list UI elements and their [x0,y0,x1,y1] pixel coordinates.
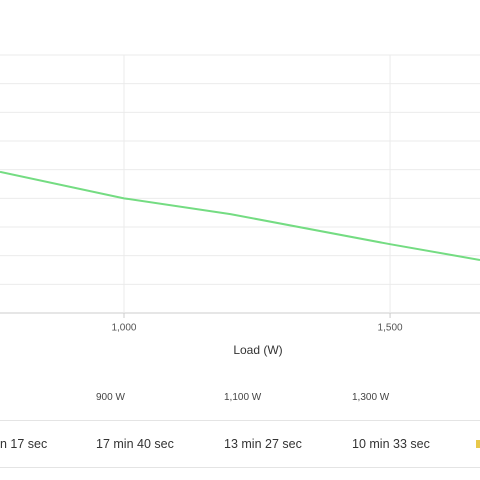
table-cell: 10 min 33 sec [352,437,430,451]
row-divider [0,467,480,468]
table-header: 900 W [96,392,125,403]
row-divider [0,420,480,421]
chart: Load (W) 1,000 1,500 [0,54,480,357]
data-line [0,170,480,261]
table-header: 1,300 W [352,392,390,403]
table-cell: 17 min 40 sec [96,437,174,451]
x-tick-label: 1,500 [378,323,403,334]
x-tick-label: 1,000 [111,323,136,334]
table-cell: n 17 sec [0,437,48,451]
table-header: 1,100 W [224,392,262,403]
status-icon [476,440,480,448]
x-axis-label: Load (W) [233,343,282,357]
table-cell: 13 min 27 sec [224,437,302,451]
